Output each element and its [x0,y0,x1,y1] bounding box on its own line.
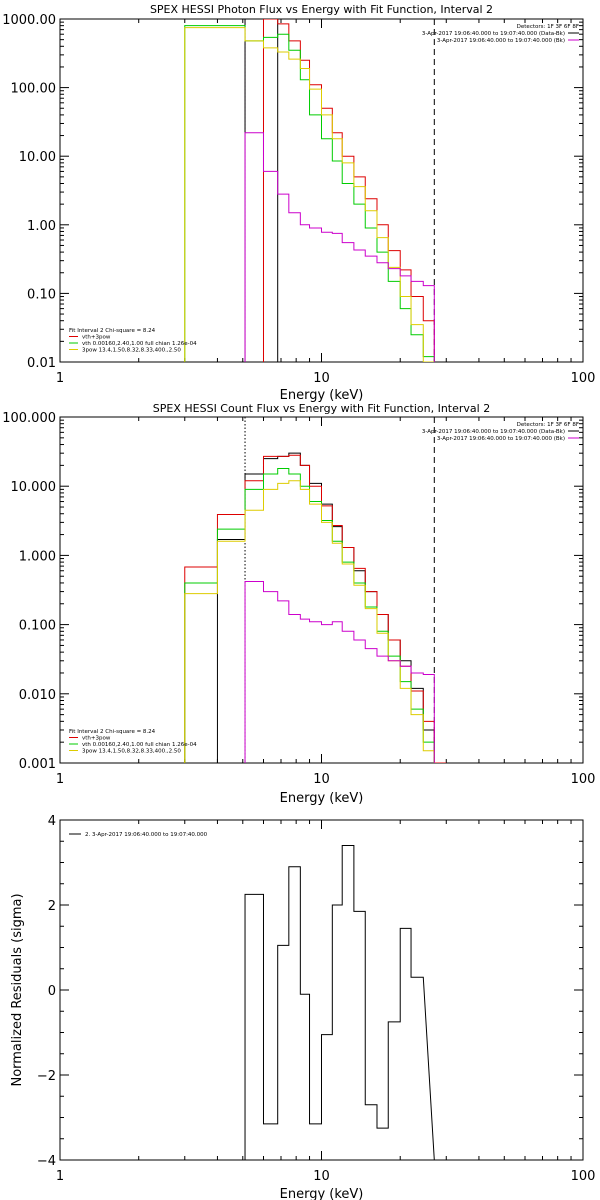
x-tick-label: 10 [313,1169,330,1184]
y-tick-label: 2 [48,899,56,914]
x-tick-label: 1 [56,1169,64,1184]
series-line-5 [244,132,435,362]
legend-entry-text: 3-Apr-2017 19:06:40.000 to 19:07:40.000 … [422,31,565,37]
y-tick-label: 0 [48,984,56,999]
legend-entry-text: 3pow 13.4,1.50,8.32,8.33,400.,2.50 [82,348,181,354]
series-line-4 [184,480,435,763]
chart-panel-1: SPEX HESSI Photon Flux vs Energy with Fi… [2,3,595,403]
series-line-3 [184,468,435,763]
chart-panel-2: SPEX HESSI Count Flux vs Energy with Fit… [2,402,595,806]
series-line-1 [244,19,279,362]
plot-frame [59,416,584,764]
x-axis-label: Energy (keV) [280,791,364,806]
y-tick-label: 1.00 [27,219,56,234]
legend-detectors: Detectors: 1F 3F 6F 8F [517,24,579,30]
y-tick-label: 0.010 [19,688,56,703]
chart-title: SPEX HESSI Count Flux vs Energy with Fit… [153,402,490,415]
y-tick-label: −4 [37,1154,56,1169]
legend-entry-text: vth 0.00160,2.40,1.00 full chian 1.26e-0… [82,742,197,748]
y-tick-label: 10.00 [19,150,56,165]
x-tick-label: 100 [571,1169,596,1184]
series-line-1 [216,452,447,763]
legend-detectors: Detectors: 1F 3F 6F 8F [517,422,579,428]
y-tick-label: 0.10 [27,287,56,302]
y-tick-label: 1.000 [19,549,56,564]
series-line-1 [244,845,435,1160]
y-tick-label: 100.00 [11,82,57,97]
x-tick-label: 100 [571,371,596,386]
legend-entry-text: 3-Apr-2017 19:06:40.000 to 19:07:40.000 … [422,429,565,435]
y-axis-label: Normalized Residuals (sigma) [10,893,25,1086]
chart-title: SPEX HESSI Photon Flux vs Energy with Fi… [150,3,493,16]
legend-entry-text: 3-Apr-2017 19:06:40.000 to 19:07:40.000 … [437,38,565,44]
x-tick-label: 10 [313,772,330,787]
series-line-4 [184,27,435,362]
legend-entry-text: 3-Apr-2017 19:06:40.000 to 19:07:40.000 … [437,436,565,442]
legend-fit-header: Fit Interval 2 Chi-square = 8.24 [69,729,156,735]
x-axis-label: Energy (keV) [280,388,364,403]
x-tick-label: 10 [313,371,330,386]
series-line-3 [184,25,435,362]
series-line-5 [244,580,435,763]
y-tick-label: 0.100 [19,619,56,634]
x-tick-label: 1 [56,772,64,787]
chart-panel-3: 1 10 100 Energy (keV) −4 −2 0 2 4 Normalized Resi… [10,814,595,1200]
x-axis-label: Energy (keV) [280,1187,364,1200]
legend-entry-text: vth+3pow [82,335,111,341]
y-tick-label: 10.000 [11,480,57,495]
series-line-2 [262,19,435,362]
y-tick-label: 0.001 [19,757,56,772]
plot-frame [59,18,584,363]
legend-entry-text: 3pow 13.4,1.50,8.32,8.33,400.,2.50 [82,749,181,755]
legend-fit-header: Fit Interval 2 Chi-square = 8.24 [69,328,156,334]
y-tick-label: −2 [37,1069,56,1084]
legend-entry-text: vth+3pow [82,736,111,742]
x-tick-label: 1 [56,371,64,386]
x-tick-label: 100 [571,772,596,787]
legend-entry-text: 2. 3-Apr-2017 19:06:40.000 to 19:07:40.0… [85,832,208,838]
legend-entry-text: vth 0.00160,2.40,1.00 full chian 1.26e-0… [82,341,197,347]
y-tick-label: 4 [48,814,56,829]
y-tick-label: 0.01 [27,356,56,371]
y-tick-label: 100.000 [2,411,56,426]
y-tick-label: 1000.00 [2,13,56,28]
